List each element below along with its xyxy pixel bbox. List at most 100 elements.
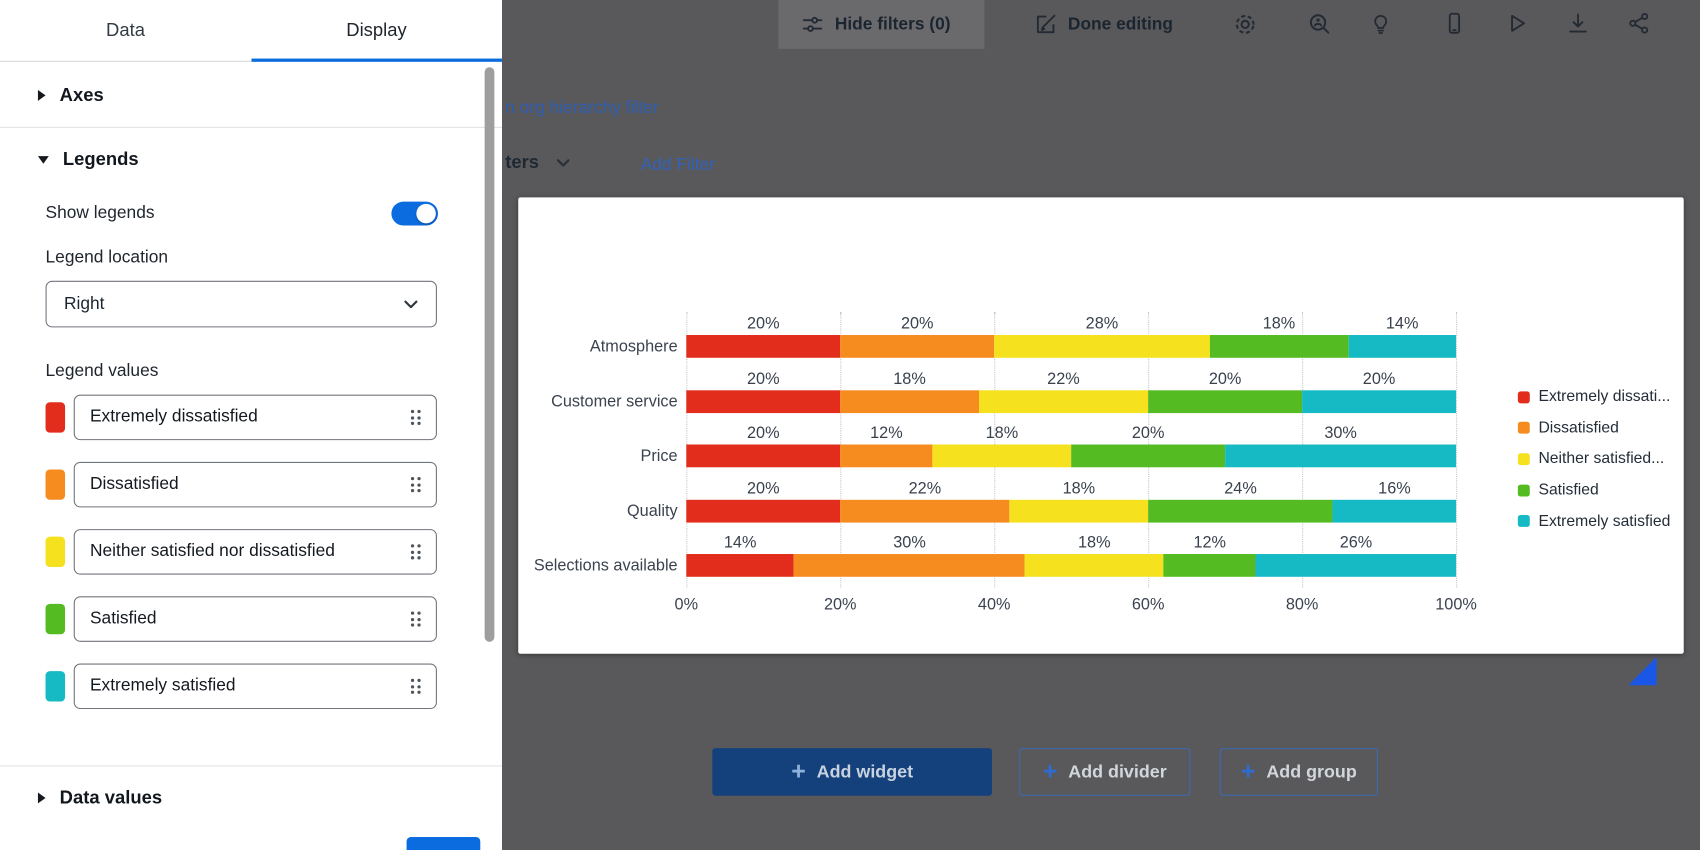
bar-segment[interactable] — [840, 499, 1010, 523]
drag-handle-icon[interactable] — [409, 473, 423, 497]
data-label: 20% — [1362, 369, 1396, 388]
bar-segment[interactable] — [686, 389, 841, 413]
bar-segment[interactable] — [1225, 444, 1457, 468]
bar-segment[interactable] — [1071, 444, 1226, 468]
filters-dropdown[interactable]: ters — [505, 152, 572, 174]
data-label: 20% — [746, 423, 780, 443]
data-values-section-header[interactable]: Data values — [0, 765, 502, 829]
bar-segment[interactable] — [840, 444, 933, 468]
bar-segment[interactable] — [1348, 335, 1457, 358]
plus-icon: + — [791, 756, 806, 785]
data-label: 30% — [893, 533, 926, 552]
axes-section-label: Axes — [59, 84, 104, 105]
tab-display[interactable]: Display — [250, 0, 502, 62]
legend-item-label: Extremely dissati... — [1538, 388, 1671, 406]
legend-item[interactable]: Satisfied — [1517, 481, 1599, 499]
bar-segment[interactable] — [840, 335, 995, 358]
data-label: 18% — [893, 369, 926, 388]
bar-segment[interactable] — [1332, 499, 1457, 523]
legend-value-field[interactable]: Neither satisfied nor dissatisfied — [73, 529, 437, 575]
bar-segment[interactable] — [1148, 389, 1303, 413]
legend-swatch-icon — [1517, 453, 1530, 465]
add-divider-button[interactable]: + Add divider — [1019, 748, 1191, 796]
legend-value-text: Extremely satisfied — [89, 676, 236, 695]
category-label: Selections available — [533, 556, 678, 575]
legend-item[interactable]: Extremely dissati... — [1517, 388, 1671, 406]
legend-item[interactable]: Extremely satisfied — [1517, 513, 1670, 530]
settings-gear-icon[interactable] — [1232, 11, 1259, 38]
drag-handle-icon[interactable] — [409, 674, 423, 698]
drag-handle-icon[interactable] — [409, 607, 423, 631]
add-widget-button[interactable]: + Add widget — [712, 748, 993, 796]
save-button-partial[interactable] — [406, 836, 481, 850]
add-filter-link[interactable]: Add Filter — [640, 156, 715, 175]
tab-data-label: Data — [106, 19, 145, 41]
legend-color-swatch[interactable] — [45, 469, 66, 500]
chart-widget[interactable]: 0% 20% 40% 60% 80% 100% Atmosphere 20% 20% 28% 18%… — [518, 197, 1684, 654]
category-label: Customer service — [551, 391, 678, 411]
download-icon[interactable] — [1566, 11, 1591, 36]
data-label: 20% — [1208, 369, 1242, 388]
filters-partial-label: ters — [505, 151, 540, 173]
drag-handle-icon[interactable] — [409, 405, 423, 429]
legend-item-label: Satisfied — [1538, 481, 1599, 499]
legend-value-field[interactable]: Satisfied — [73, 596, 437, 642]
legend-item[interactable]: Dissatisfied — [1517, 419, 1619, 437]
add-group-label: Add group — [1266, 761, 1357, 782]
add-group-button[interactable]: + Add group — [1219, 748, 1378, 796]
data-label: 18% — [1062, 478, 1096, 498]
legend-color-swatch[interactable] — [45, 671, 66, 702]
done-editing-button[interactable]: Done editing — [1033, 10, 1173, 39]
bar-segment[interactable] — [1302, 389, 1457, 413]
legends-section-header[interactable]: Legends — [0, 127, 502, 191]
legend-value-row: Extremely satisfied — [45, 663, 437, 710]
x-axis-tick-label: 0% — [674, 595, 699, 614]
legend-value-text: Neither satisfied nor dissatisfied — [89, 542, 335, 561]
bar-segment[interactable] — [794, 554, 1025, 577]
legend-value-text: Satisfied — [89, 609, 157, 628]
legend-value-field[interactable]: Dissatisfied — [73, 461, 437, 508]
bar-segment[interactable] — [1209, 335, 1349, 358]
legend-swatch-icon — [1517, 421, 1530, 434]
bar-segment[interactable] — [686, 554, 795, 577]
bar-segment[interactable] — [686, 444, 841, 468]
legend-color-swatch[interactable] — [45, 402, 66, 433]
accessibility-review-icon[interactable] — [1306, 11, 1332, 37]
bar-segment[interactable] — [1009, 499, 1149, 523]
data-label: 28% — [1085, 314, 1119, 333]
bar-segment[interactable] — [686, 335, 841, 358]
axes-section-header[interactable]: Axes — [0, 62, 502, 128]
legend-value-field[interactable]: Extremely dissatisfied — [73, 394, 437, 441]
mobile-preview-icon[interactable] — [1442, 11, 1467, 36]
panel-scrollbar[interactable] — [484, 67, 495, 642]
bar-segment[interactable] — [978, 389, 1149, 413]
widget-resize-handle[interactable] — [1628, 657, 1657, 686]
show-legends-toggle[interactable] — [391, 201, 439, 226]
bar-segment[interactable] — [932, 444, 1072, 468]
org-hierarchy-filter-link[interactable]: n org hierarchy filter — [505, 98, 659, 118]
hide-filters-button[interactable]: Hide filters (0) — [800, 10, 950, 39]
legend-color-swatch[interactable] — [45, 603, 66, 635]
lightbulb-icon[interactable] — [1368, 11, 1393, 36]
play-preview-icon[interactable] — [1504, 11, 1529, 36]
chart-plot: 0% 20% 40% 60% 80% 100% Atmosphere 20% 20% 28% 18%… — [518, 197, 1683, 653]
bar-segment[interactable] — [1024, 554, 1164, 577]
category-label: Quality — [626, 501, 678, 520]
bar-segment[interactable] — [840, 389, 979, 413]
tab-data[interactable]: Data — [0, 0, 251, 61]
chevron-down-icon — [37, 155, 49, 164]
share-icon[interactable] — [1626, 11, 1651, 36]
legend-color-swatch[interactable] — [45, 536, 66, 568]
drag-handle-icon[interactable] — [409, 540, 423, 564]
legend-item[interactable]: Neither satisfied... — [1517, 450, 1664, 468]
bar-segment[interactable] — [994, 335, 1210, 358]
legend-location-select[interactable]: Right — [45, 280, 437, 328]
legend-value-row: Extremely dissatisfied — [45, 394, 437, 441]
bar-segment[interactable] — [686, 499, 841, 523]
bar-segment[interactable] — [1163, 554, 1256, 577]
bar-segment[interactable] — [1148, 499, 1333, 523]
bar-segment[interactable] — [1255, 554, 1457, 577]
data-label: 20% — [746, 369, 780, 388]
legend-value-field[interactable]: Extremely satisfied — [73, 663, 437, 710]
